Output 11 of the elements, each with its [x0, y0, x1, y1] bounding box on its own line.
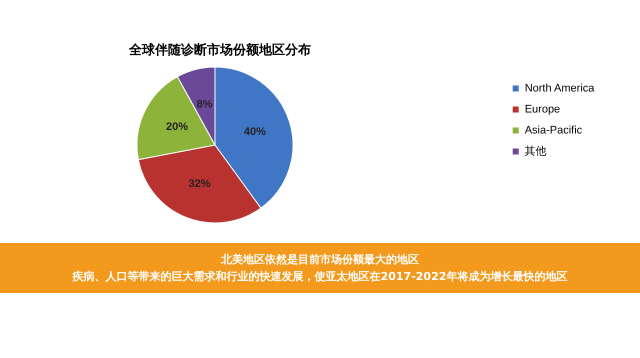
text: 北美地区依然是目前市场份额最大的地区 [220, 252, 420, 268]
legend-label: North America [524, 82, 596, 94]
text: 疾病、人口等带来的巨大需求和行业的快速发展，使亚太地区在2017-2022年将成为增长最快的地区 [71, 269, 568, 285]
data-label: 32% [188, 178, 211, 190]
data-label: 8% [196, 98, 213, 110]
legend-label: Asia-Pacific [524, 124, 583, 136]
chart-title: 全球伴随诊断市场份额地区分布 [128, 42, 311, 57]
legend-label: 其他 [524, 144, 547, 158]
legend-label: Europe [524, 104, 560, 116]
data-label: 20% [166, 121, 188, 134]
data-label: 40% [244, 126, 266, 138]
